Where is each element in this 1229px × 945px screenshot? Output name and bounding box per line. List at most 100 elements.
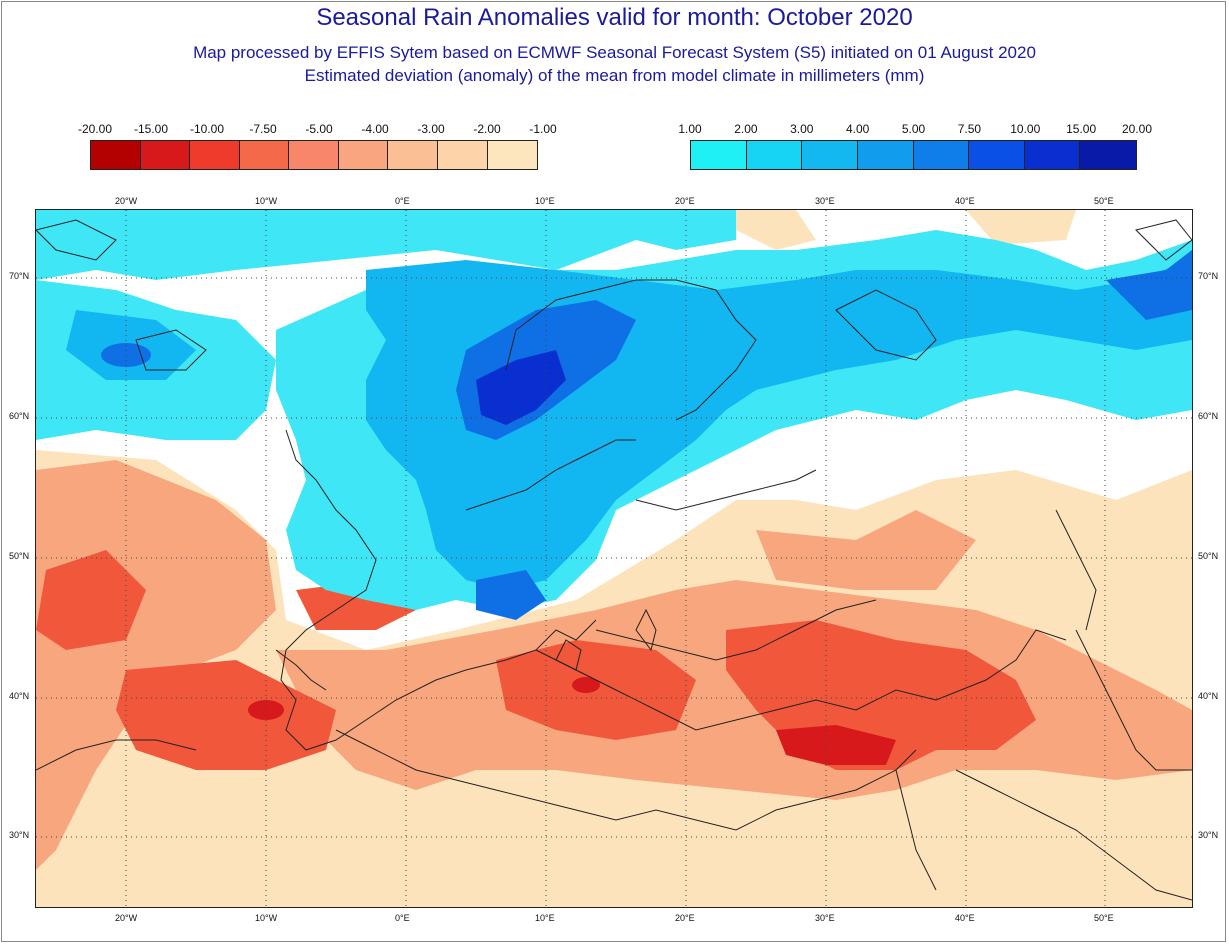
longitude-label: 20°E bbox=[675, 913, 695, 923]
coastline bbox=[635, 608, 657, 652]
longitude-label: 20°W bbox=[115, 913, 138, 923]
colorbar-label: 10.00 bbox=[1010, 122, 1041, 136]
colorbar-swatch bbox=[239, 141, 290, 169]
colorbar-swatch bbox=[1080, 141, 1136, 169]
colorbar-swatch bbox=[802, 141, 858, 169]
colorbar-label: 20.00 bbox=[1121, 122, 1153, 136]
longitude-label: 0°E bbox=[395, 913, 410, 923]
coastline bbox=[595, 599, 877, 661]
latitude-label: 40°N bbox=[1198, 691, 1219, 701]
colorbar-swatch bbox=[969, 141, 1025, 169]
colorbar-swatch bbox=[691, 141, 747, 169]
coastline bbox=[1055, 509, 1097, 631]
colorbar-label: 4.00 bbox=[845, 122, 870, 136]
longitude-label: 0°E bbox=[395, 196, 410, 206]
colorbar-swatch bbox=[190, 141, 240, 169]
colorbar-label: -2.00 bbox=[473, 122, 501, 136]
latitude-label: 70°N bbox=[9, 271, 30, 281]
longitude-label: 30°E bbox=[815, 196, 835, 206]
latitude-label: 30°N bbox=[9, 830, 30, 840]
latitude-label: 40°N bbox=[9, 691, 30, 701]
colorbar-label: 1.00 bbox=[678, 122, 702, 136]
coastline bbox=[1075, 629, 1192, 771]
colorbar-label: -15.00 bbox=[133, 122, 169, 136]
map-subtitle-line2: Estimated deviation (anomaly) of the mea… bbox=[304, 66, 925, 85]
longitude-label: 50°E bbox=[1094, 913, 1114, 923]
longitude-label: 20°W bbox=[115, 196, 138, 206]
coastline bbox=[895, 769, 937, 891]
coastline bbox=[275, 649, 327, 691]
coastline bbox=[555, 639, 582, 671]
coastlines bbox=[36, 219, 1192, 901]
coastline bbox=[635, 469, 817, 511]
longitude-label: 50°E bbox=[1094, 196, 1114, 206]
longitude-label: 10°W bbox=[255, 913, 278, 923]
dry-deep-area bbox=[776, 725, 896, 765]
map-subtitle-line1: Map processed by EFFIS Sytem based on EC… bbox=[193, 43, 1036, 62]
coastline bbox=[335, 729, 917, 831]
longitude-label: 10°W bbox=[255, 196, 278, 206]
graticule bbox=[36, 210, 1192, 907]
colorbar-swatch bbox=[338, 141, 389, 169]
latitude-label: 60°N bbox=[1198, 411, 1219, 421]
colorbar-label: 15.00 bbox=[1066, 122, 1097, 136]
colorbar-negative bbox=[90, 140, 538, 170]
latitude-label: 50°N bbox=[9, 551, 30, 561]
longitude-label: 10°E bbox=[535, 913, 555, 923]
colorbar-label: -20.00 bbox=[77, 122, 113, 136]
longitude-label: 20°E bbox=[675, 196, 695, 206]
coastline bbox=[280, 429, 597, 751]
colorbar-swatch bbox=[487, 141, 538, 169]
colorbar-swatch bbox=[91, 141, 141, 169]
colorbar-swatch bbox=[388, 141, 438, 169]
anomaly-map bbox=[35, 209, 1193, 908]
colorbar-swatch bbox=[140, 141, 191, 169]
latitude-label: 50°N bbox=[1198, 551, 1219, 561]
colorbar-label: 7.50 bbox=[957, 122, 982, 136]
wet-deep-region bbox=[476, 350, 566, 425]
dry-mid-area bbox=[756, 510, 976, 590]
longitude-label: 10°E bbox=[535, 196, 555, 206]
colorbar-label: -5.00 bbox=[305, 122, 333, 136]
coastline bbox=[36, 739, 197, 771]
colorbar-swatch bbox=[1024, 141, 1081, 169]
colorbar-label: -4.00 bbox=[361, 122, 389, 136]
latitude-label: 60°N bbox=[9, 411, 30, 421]
coastline bbox=[835, 289, 937, 361]
coastline bbox=[1135, 219, 1192, 261]
anomaly-map-canvas bbox=[36, 210, 1192, 907]
longitude-label: 40°E bbox=[955, 196, 975, 206]
colorbar-label: -1.00 bbox=[529, 122, 557, 136]
dry-strong-area bbox=[36, 550, 146, 650]
colorbar-swatch bbox=[289, 141, 339, 169]
colorbar-positive bbox=[690, 140, 1137, 170]
colorbar-label: 3.00 bbox=[790, 122, 814, 136]
colorbar-label: 2.00 bbox=[734, 122, 758, 136]
coastline bbox=[955, 769, 1192, 901]
colorbar-swatch bbox=[857, 141, 914, 169]
colorbar-label: -7.50 bbox=[249, 122, 277, 136]
wet-strong-area bbox=[476, 570, 546, 620]
dry-light-area bbox=[966, 210, 1076, 245]
coastline bbox=[535, 629, 1067, 731]
latitude-label: 70°N bbox=[1198, 271, 1219, 281]
colorbar-label: -3.00 bbox=[417, 122, 445, 136]
dry-light-area bbox=[736, 210, 816, 250]
longitude-label: 30°E bbox=[815, 913, 835, 923]
coastline bbox=[135, 329, 207, 371]
wet-strong-area bbox=[1106, 250, 1192, 320]
wet-light-area bbox=[36, 210, 736, 280]
dry-deep-region bbox=[248, 677, 896, 765]
wet-deep-area bbox=[476, 350, 566, 425]
longitude-label: 40°E bbox=[955, 913, 975, 923]
map-title: Seasonal Rain Anomalies valid for month:… bbox=[316, 4, 913, 31]
dry-strong-area bbox=[116, 660, 336, 770]
latitude-label: 30°N bbox=[1198, 830, 1219, 840]
colorbar-swatch bbox=[437, 141, 488, 169]
colorbar-label: 5.00 bbox=[901, 122, 926, 136]
colorbar-swatch bbox=[913, 141, 970, 169]
coastline bbox=[505, 279, 757, 421]
colorbar-swatch bbox=[746, 141, 803, 169]
colorbar-label: -10.00 bbox=[189, 122, 225, 136]
